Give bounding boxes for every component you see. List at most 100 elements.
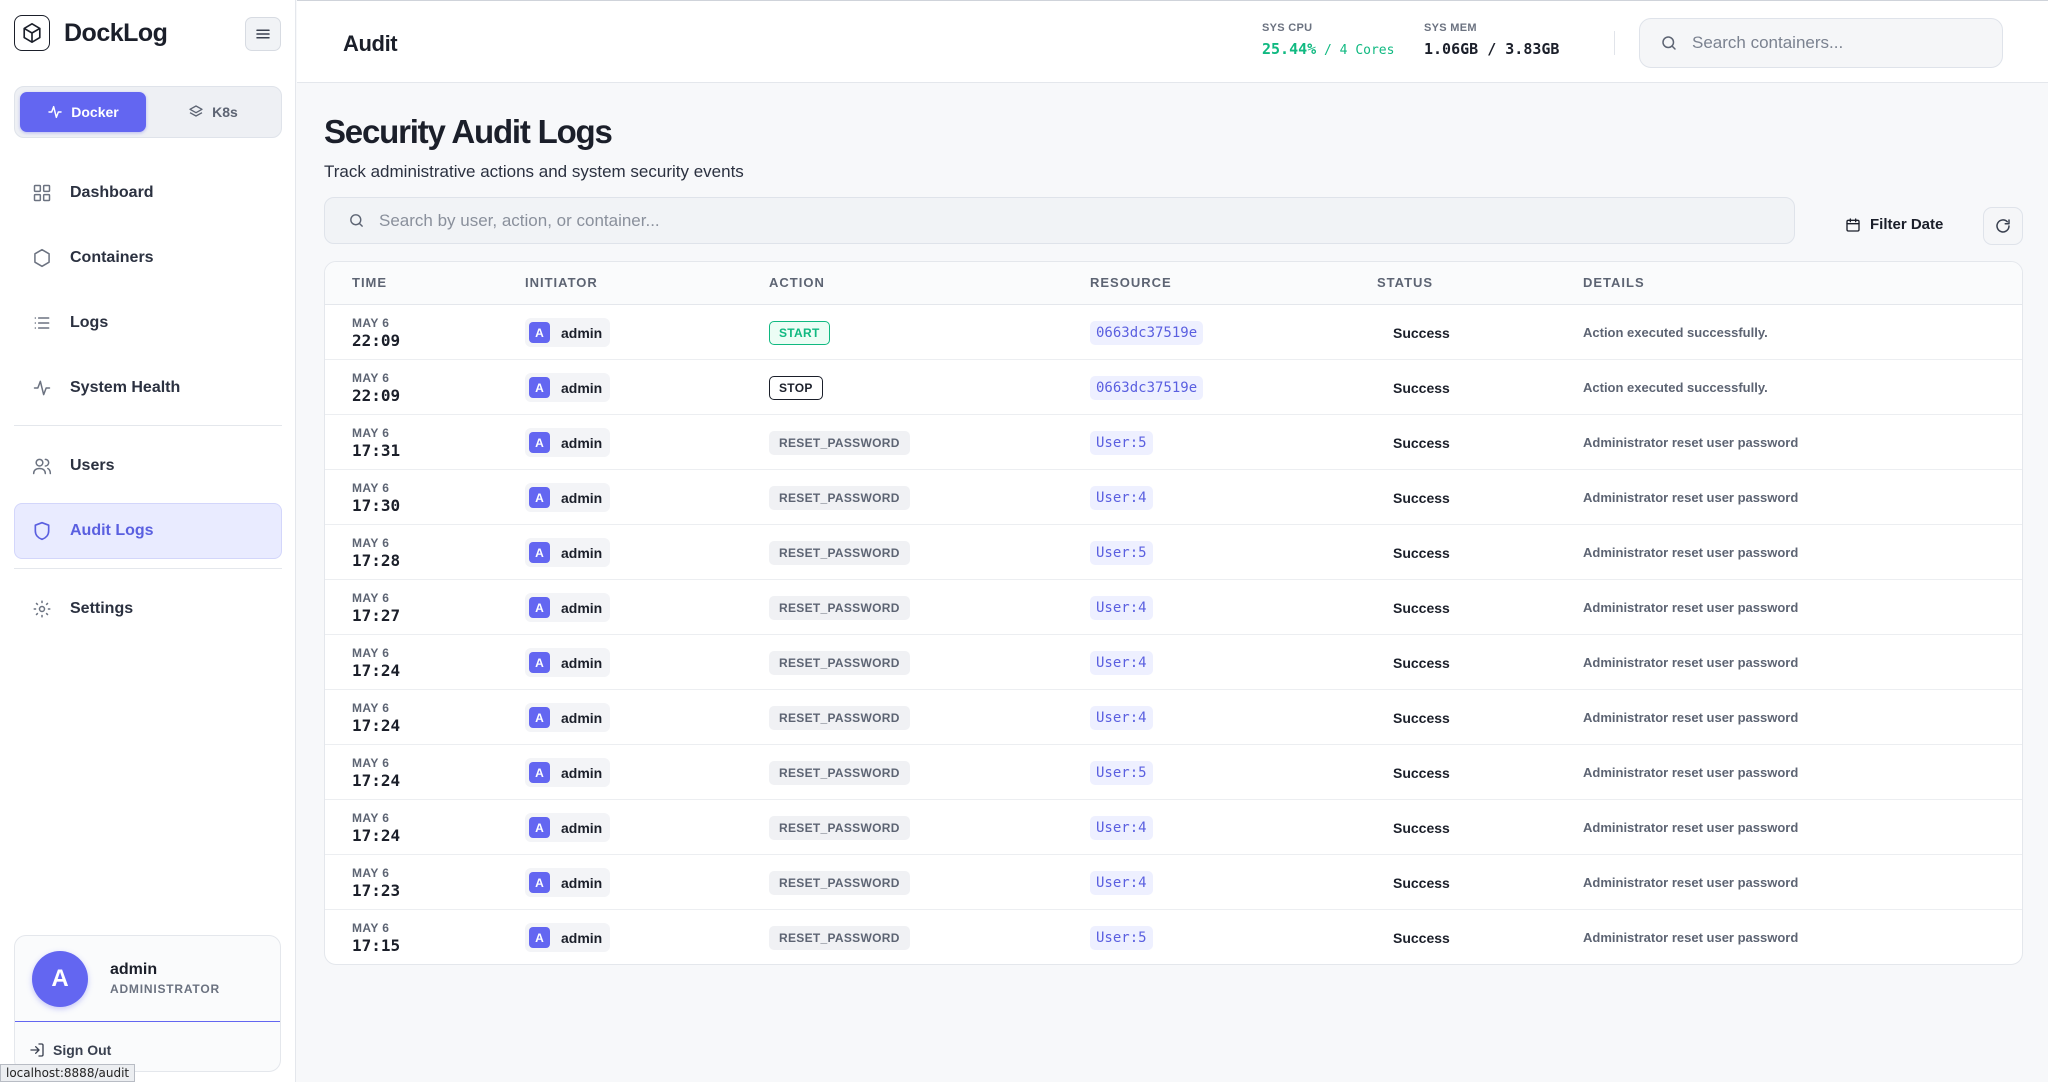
resource-link[interactable]: User:4	[1090, 705, 1153, 730]
sidebar-item-system-health[interactable]: System Health	[14, 360, 282, 416]
resource-link[interactable]: 0663dc37519e	[1090, 375, 1204, 400]
time-cell: MAY 6 17:24	[352, 635, 400, 690]
details-text: Administrator reset user password	[1583, 875, 1799, 890]
action-badge: RESET_PASSWORD	[769, 485, 910, 510]
resource-link[interactable]: User:5	[1090, 760, 1153, 785]
resource-cell: 0663dc37519e	[1090, 360, 1204, 415]
details-text: Administrator reset user password	[1583, 655, 1799, 670]
resource-link[interactable]: User:5	[1090, 925, 1153, 950]
page-title: Audit	[343, 31, 398, 56]
status-cell: Success	[1393, 910, 1450, 964]
initiator-avatar: A	[529, 542, 550, 563]
details-cell: Administrator reset user password	[1583, 800, 1798, 855]
details-text: Administrator reset user password	[1583, 930, 1799, 945]
time-cell: MAY 6 22:09	[352, 305, 400, 360]
sidebar-item-containers[interactable]: Containers	[14, 230, 282, 286]
status-text: Success	[1393, 764, 1450, 781]
refresh-button[interactable]	[1983, 207, 2023, 245]
resource-link[interactable]: User:5	[1090, 430, 1153, 455]
audit-search-input[interactable]	[379, 210, 1679, 231]
initiator-name: admin	[561, 709, 603, 726]
status-cell: Success	[1393, 525, 1450, 580]
sidebar-item-users[interactable]: Users	[14, 438, 282, 494]
col-header-status: STATUS	[1377, 275, 1434, 290]
sidebar-toggle-button[interactable]	[245, 17, 281, 51]
time-month: MAY 6	[352, 590, 390, 605]
time-cell: MAY 6 17:15	[352, 910, 400, 964]
action-cell: RESET_PASSWORD	[769, 525, 910, 580]
user-profile[interactable]: A admin ADMINISTRATOR	[15, 936, 280, 1022]
container-search-input[interactable]	[1692, 33, 1992, 53]
cpu-value: 25.44%	[1262, 40, 1317, 58]
sidebar-item-logs[interactable]: Logs	[14, 295, 282, 351]
filter-date-button[interactable]: Filter Date	[1845, 216, 1943, 233]
resource-link[interactable]: User:4	[1090, 595, 1153, 620]
time-value: 17:24	[352, 660, 401, 680]
users-icon	[32, 458, 52, 475]
details-cell: Administrator reset user password	[1583, 690, 1798, 745]
initiator-avatar: A	[529, 817, 550, 838]
resource-link[interactable]: User:4	[1090, 485, 1153, 510]
sidebar-nav: Dashboard Containers Logs System Health …	[14, 165, 282, 646]
brand[interactable]: DockLog	[14, 15, 168, 51]
sidebar-item-dashboard[interactable]: Dashboard	[14, 165, 282, 221]
details-cell: Administrator reset user password	[1583, 910, 1799, 964]
audit-search[interactable]	[324, 197, 1795, 244]
resource-cell: User:4	[1090, 800, 1153, 855]
initiator-avatar: A	[529, 487, 550, 508]
resource-link[interactable]: User:5	[1090, 540, 1153, 565]
sign-out-button[interactable]: Sign Out	[15, 1022, 280, 1058]
container-search[interactable]	[1639, 18, 2003, 68]
action-cell: RESET_PASSWORD	[769, 855, 910, 910]
initiator-name: admin	[561, 874, 603, 891]
action-badge: RESET_PASSWORD	[769, 815, 910, 840]
sign-out-icon	[30, 1043, 44, 1057]
time-value: 17:27	[352, 605, 401, 625]
status-cell: Success	[1393, 470, 1450, 525]
time-value: 17:23	[352, 880, 401, 900]
status-text: Success	[1393, 709, 1450, 726]
time-cell: MAY 6 17:28	[352, 525, 400, 580]
nav-divider	[14, 568, 282, 569]
grid-icon	[33, 184, 51, 202]
user-role: ADMINISTRATOR	[110, 982, 220, 996]
resource-link[interactable]: User:4	[1090, 650, 1153, 675]
time-cell: MAY 6 17:23	[352, 855, 400, 910]
details-cell: Administrator reset user password	[1583, 745, 1798, 800]
resource-link[interactable]: User:4	[1090, 815, 1153, 840]
details-cell: Administrator reset user password	[1583, 855, 1798, 910]
initiator-name: admin	[561, 544, 603, 561]
time-value: 17:30	[352, 495, 401, 515]
sidebar-item-settings[interactable]: Settings	[14, 581, 282, 637]
k8s-button[interactable]: K8s	[150, 92, 276, 132]
docker-button[interactable]: Docker	[20, 92, 146, 132]
mem-value: 1.06GB / 3.83GB	[1424, 40, 1560, 58]
search-icon	[1662, 36, 1676, 50]
resource-link[interactable]: 0663dc37519e	[1090, 320, 1204, 345]
time-month: MAY 6	[352, 315, 390, 330]
resource-link[interactable]: User:4	[1090, 870, 1153, 895]
sidebar-item-audit-logs[interactable]: Audit Logs	[14, 503, 282, 559]
